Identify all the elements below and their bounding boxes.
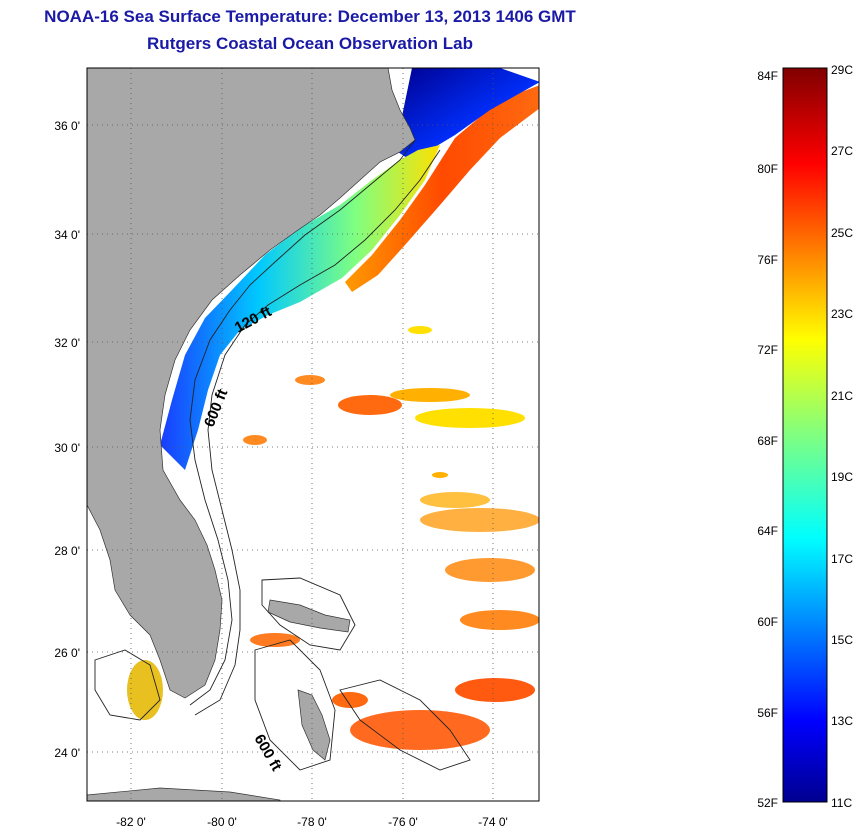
map-subtitle: Rutgers Coastal Ocean Observation Lab bbox=[147, 34, 473, 53]
cold-water-north bbox=[395, 68, 539, 160]
f-label: 72F bbox=[757, 343, 778, 357]
lat-tick-label: 24 0' bbox=[54, 746, 80, 760]
c-label: 23C bbox=[831, 307, 853, 321]
f-label: 56F bbox=[757, 706, 778, 720]
lat-tick-label: 34 0' bbox=[54, 228, 80, 242]
c-label: 21C bbox=[831, 389, 853, 403]
c-label: 13C bbox=[831, 714, 853, 728]
sst-map: 120 ft 600 ft 600 ft 36 0' 34 0' 32 0' 3… bbox=[54, 67, 540, 829]
bathymetry-contours bbox=[94, 139, 471, 771]
c-label: 15C bbox=[831, 633, 853, 647]
shelf-water bbox=[160, 145, 440, 470]
land-bahamas-1 bbox=[297, 689, 331, 761]
colorbar-celsius-labels: 29C 27C 25C 23C 21C 19C 17C 15C 13C 11C bbox=[831, 63, 853, 810]
c-label: 27C bbox=[831, 144, 853, 158]
land-cuba bbox=[87, 787, 281, 801]
c-label: 11C bbox=[831, 796, 852, 810]
lon-tick-label: -80 0' bbox=[207, 815, 237, 829]
colorbar-gradient bbox=[782, 67, 828, 803]
colorbar-fahrenheit-labels: 84F 80F 76F 72F 68F 64F 60F 56F 52F bbox=[757, 69, 778, 810]
c-label: 25C bbox=[831, 226, 853, 240]
lat-tick-label: 30 0' bbox=[54, 441, 80, 455]
lat-tick-label: 26 0' bbox=[54, 646, 80, 660]
gulf-stream bbox=[345, 85, 539, 292]
lon-tick-label: -78 0' bbox=[297, 815, 327, 829]
lat-tick-label: 36 0' bbox=[54, 119, 80, 133]
f-label: 68F bbox=[757, 434, 778, 448]
land-bahamas-2 bbox=[267, 599, 351, 633]
lon-tick-label: -76 0' bbox=[388, 815, 418, 829]
lat-lon-grid bbox=[87, 68, 539, 801]
lon-tick-label: -74 0' bbox=[478, 815, 508, 829]
lon-axis: -82 0' -80 0' -78 0' -76 0' -74 0' bbox=[116, 815, 508, 829]
lat-tick-label: 32 0' bbox=[54, 336, 80, 350]
f-label: 64F bbox=[757, 524, 778, 538]
f-label: 76F bbox=[757, 253, 778, 267]
f-label: 84F bbox=[757, 69, 778, 83]
f-label: 80F bbox=[757, 162, 778, 176]
map-frame bbox=[86, 67, 540, 802]
lat-axis: 36 0' 34 0' 32 0' 30 0' 28 0' 26 0' 24 0… bbox=[54, 119, 80, 760]
c-label: 29C bbox=[831, 63, 853, 77]
lat-tick-label: 28 0' bbox=[54, 544, 80, 558]
c-label: 17C bbox=[831, 552, 853, 566]
f-label: 52F bbox=[757, 796, 778, 810]
temperature-colorbar: 84F 80F 76F 72F 68F 64F 60F 56F 52F 29C … bbox=[757, 63, 853, 810]
land-us-east-coast bbox=[87, 68, 416, 699]
lon-tick-label: -82 0' bbox=[116, 815, 146, 829]
warm-patches bbox=[127, 326, 539, 750]
map-title: NOAA-16 Sea Surface Temperature: Decembe… bbox=[44, 7, 576, 26]
c-label: 19C bbox=[831, 470, 853, 484]
f-label: 60F bbox=[757, 615, 778, 629]
